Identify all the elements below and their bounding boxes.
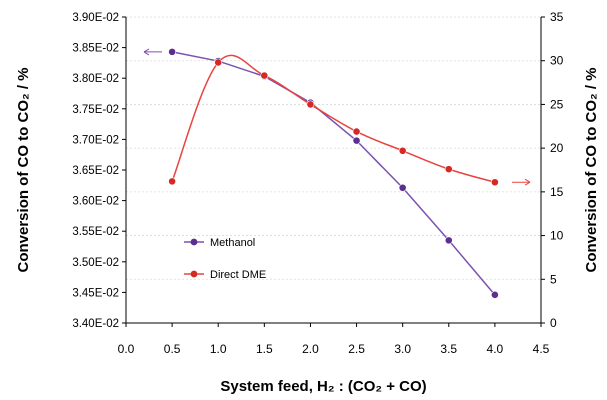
- direct-dme-line: [171, 54, 496, 183]
- x-tick-label: 3.0: [394, 342, 411, 356]
- direct-dme-point: [260, 71, 269, 80]
- left-tick-label: 3.80E-02: [72, 73, 119, 85]
- right-tick-label: 20: [550, 141, 564, 155]
- right-tick-label: 5: [550, 272, 557, 286]
- x-tick-label: 4.0: [487, 342, 504, 356]
- methanol-point: [444, 236, 453, 245]
- right-tick-label: 35: [550, 10, 564, 24]
- left-tick-label: 3.40E-02: [72, 318, 119, 330]
- left-tick-label: 3.65E-02: [72, 165, 119, 177]
- left-tick-label: 3.75E-02: [72, 104, 119, 116]
- direct-dme-point: [398, 146, 407, 155]
- methanol-point: [398, 183, 407, 192]
- direct-dme-point: [352, 127, 361, 136]
- grid-lines: [126, 16, 541, 324]
- left-tick-label: 3.55E-02: [72, 226, 119, 238]
- left-axis-arrowhead: [143, 48, 150, 56]
- axes: 3.40E-02 3.45E-02 3.50E-02 3.55E-02 3.60E-02…: [72, 10, 563, 356]
- right-axis-arrowhead: [524, 178, 531, 186]
- legend-swatch-marker: [190, 238, 198, 246]
- x-tick-label: 4.5: [533, 342, 550, 356]
- right-tick-label: 10: [550, 229, 564, 243]
- methanol-point: [168, 47, 177, 56]
- left-tick-label: 3.85E-02: [72, 43, 119, 55]
- methanol-point: [490, 290, 499, 299]
- right-tick-label: 30: [550, 54, 564, 68]
- left-tick-label: 3.45E-02: [72, 287, 119, 299]
- right-tick-label: 25: [550, 97, 564, 111]
- legend-label: Direct DME: [210, 269, 266, 281]
- direct-dme-point: [444, 165, 453, 174]
- direct-dme-point: [214, 58, 223, 67]
- left-axis-title: Conversion of CO to CO₂ / %: [15, 67, 32, 272]
- x-tick-label: 1.5: [256, 342, 273, 356]
- axis-titles: System feed, H₂ : (CO₂ + CO) Conversion o…: [15, 67, 600, 395]
- right-tick-label: 0: [550, 316, 557, 330]
- right-tick-label: 15: [550, 185, 564, 199]
- direct-dme-point: [168, 177, 177, 186]
- direct-dme-point: [306, 100, 315, 109]
- direct-dme-point: [490, 178, 499, 187]
- x-tick-label: 0.0: [118, 342, 135, 356]
- methanol-point: [352, 136, 361, 145]
- x-tick-label: 0.5: [164, 342, 181, 356]
- left-tick-label: 3.50E-02: [72, 257, 119, 269]
- x-tick-label: 2.5: [348, 342, 365, 356]
- left-tick-label: 3.70E-02: [72, 134, 119, 146]
- legend-swatch-marker: [190, 270, 198, 278]
- x-tick-label: 2.0: [302, 342, 319, 356]
- x-tick-label: 3.5: [440, 342, 457, 356]
- axis-indicator-arrows: [143, 48, 531, 186]
- x-axis-title: System feed, H₂ : (CO₂ + CO): [220, 378, 426, 395]
- methanol-line: [171, 51, 496, 296]
- legend-label: Methanol: [210, 237, 255, 249]
- x-tick-label: 1.0: [210, 342, 227, 356]
- left-tick-label: 3.60E-02: [72, 196, 119, 208]
- left-tick-label: 3.90E-02: [72, 12, 119, 24]
- series-layer: [168, 47, 499, 299]
- legend: Methanol Direct DME: [184, 237, 266, 281]
- right-axis-title: Conversion of CO to CO₂ / %: [583, 67, 600, 272]
